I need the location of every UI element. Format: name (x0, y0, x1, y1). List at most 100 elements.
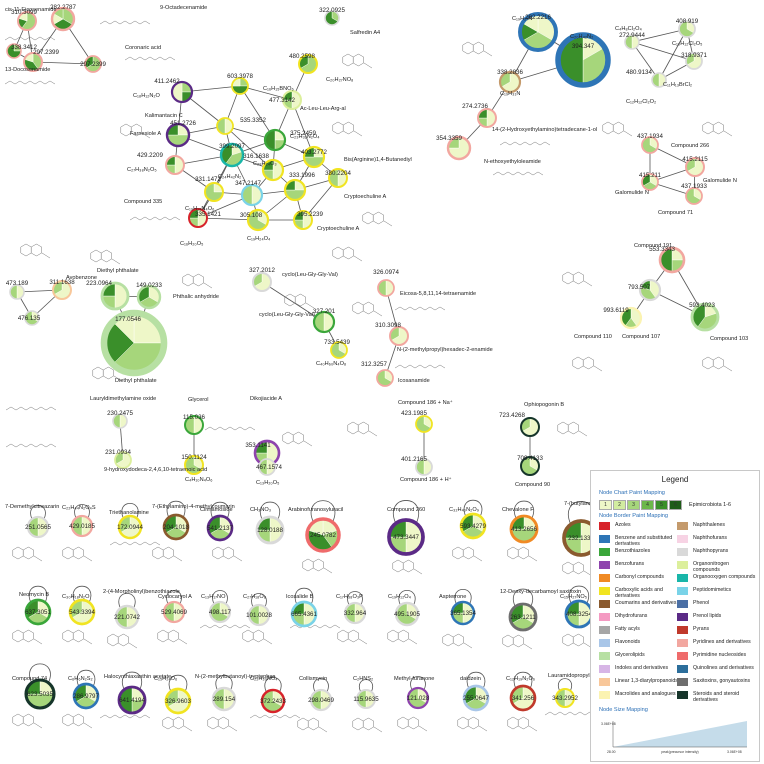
chain-structure (5, 443, 57, 448)
network-node[interactable] (117, 514, 143, 540)
network-node[interactable] (377, 279, 395, 297)
network-node[interactable] (283, 178, 307, 202)
network-node[interactable] (520, 456, 540, 476)
network-node[interactable] (112, 413, 128, 429)
network-node[interactable] (651, 72, 667, 88)
network-node[interactable] (459, 512, 487, 540)
network-node[interactable] (509, 684, 537, 712)
network-node[interactable] (312, 310, 336, 334)
network-node[interactable] (24, 310, 40, 326)
network-node[interactable] (164, 687, 192, 715)
network-node[interactable] (446, 135, 472, 161)
network-node[interactable] (685, 52, 703, 70)
network-node[interactable] (170, 80, 194, 104)
network-node[interactable] (508, 602, 538, 632)
network-node[interactable] (450, 600, 476, 626)
network-node[interactable] (165, 122, 191, 148)
network-node[interactable] (619, 306, 643, 330)
network-node[interactable] (114, 604, 140, 630)
network-node[interactable] (255, 515, 285, 545)
network-node[interactable] (211, 686, 237, 712)
network-node[interactable] (685, 157, 705, 177)
network-node[interactable] (658, 246, 686, 274)
network-node[interactable] (624, 34, 640, 50)
network-node[interactable] (84, 55, 102, 73)
network-node[interactable] (136, 284, 162, 310)
self-loop-edge (28, 585, 48, 603)
network-node[interactable] (6, 43, 22, 59)
network-node[interactable] (389, 326, 409, 346)
network-node[interactable] (415, 415, 433, 433)
network-node[interactable] (477, 108, 497, 128)
network-node[interactable] (24, 678, 56, 710)
network-node[interactable] (509, 514, 539, 544)
network-node[interactable] (24, 598, 52, 626)
network-node[interactable] (26, 515, 50, 539)
network-node[interactable] (165, 155, 185, 175)
network-node[interactable] (17, 11, 37, 31)
network-node[interactable] (376, 369, 394, 387)
network-node[interactable] (117, 685, 147, 715)
network-node[interactable] (240, 183, 264, 207)
network-node[interactable] (184, 455, 204, 475)
network-node[interactable] (328, 168, 348, 188)
network-node[interactable] (387, 518, 425, 556)
network-node[interactable] (324, 10, 340, 26)
network-node[interactable] (162, 600, 186, 624)
network-node[interactable] (305, 517, 341, 553)
network-node[interactable] (231, 77, 249, 95)
network-node[interactable] (690, 302, 720, 332)
network-node[interactable] (114, 451, 132, 469)
network-node[interactable] (50, 6, 76, 32)
network-node[interactable] (162, 513, 190, 541)
network-node[interactable] (293, 210, 313, 230)
compound-label: C₁₀H₁₂Cl₂O₅ (672, 41, 702, 47)
network-node[interactable] (302, 145, 326, 169)
network-node[interactable] (415, 458, 433, 476)
network-node[interactable] (520, 417, 540, 437)
network-node[interactable] (641, 136, 659, 154)
network-node[interactable] (394, 601, 420, 627)
network-node[interactable] (100, 309, 168, 377)
network-node[interactable] (356, 689, 376, 709)
bond (141, 132, 151, 139)
network-node[interactable] (258, 458, 276, 476)
network-node[interactable] (216, 117, 234, 135)
network-node[interactable] (184, 415, 204, 435)
network-node[interactable] (263, 128, 287, 152)
network-node[interactable] (638, 278, 662, 302)
network-node[interactable] (518, 12, 558, 52)
network-node[interactable] (498, 70, 522, 94)
network-node[interactable] (406, 686, 430, 710)
network-node[interactable] (555, 32, 611, 88)
network-node[interactable] (641, 173, 659, 191)
network-node[interactable] (52, 280, 72, 300)
network-node[interactable] (9, 284, 25, 300)
network-node[interactable] (282, 90, 302, 110)
legend-class-entry: Steroids and steroid derivatives (677, 691, 757, 703)
network-node[interactable] (555, 688, 575, 708)
network-node[interactable] (68, 598, 96, 626)
network-node[interactable] (219, 142, 245, 168)
network-node[interactable] (252, 272, 272, 292)
network-node[interactable] (72, 682, 100, 710)
network-node[interactable] (678, 20, 696, 38)
network-node[interactable] (309, 688, 333, 712)
network-node[interactable] (261, 158, 285, 182)
network-node[interactable] (462, 684, 490, 712)
network-node[interactable] (343, 601, 367, 625)
network-node[interactable] (100, 281, 130, 311)
network-node[interactable] (206, 514, 234, 542)
network-node[interactable] (260, 688, 286, 714)
network-node[interactable] (246, 208, 270, 232)
network-node[interactable] (247, 603, 271, 627)
network-node[interactable] (685, 187, 703, 205)
network-node[interactable] (204, 182, 224, 202)
network-node[interactable] (23, 52, 43, 72)
network-node[interactable] (70, 514, 94, 538)
network-node[interactable] (290, 600, 318, 628)
network-node[interactable] (208, 600, 232, 624)
network-node[interactable] (298, 54, 318, 74)
network-node[interactable] (188, 208, 208, 228)
network-node[interactable] (330, 341, 348, 359)
